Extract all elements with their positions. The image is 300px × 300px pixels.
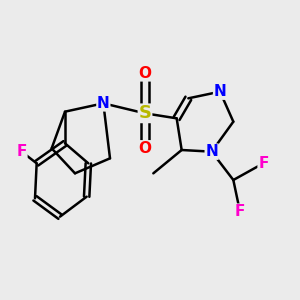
Text: F: F: [258, 156, 268, 171]
Text: O: O: [139, 141, 152, 156]
Text: N: N: [214, 84, 226, 99]
Text: O: O: [139, 66, 152, 81]
Text: S: S: [139, 104, 152, 122]
Text: F: F: [16, 144, 27, 159]
Text: N: N: [205, 144, 218, 159]
Text: F: F: [235, 204, 245, 219]
Text: N: N: [97, 96, 110, 111]
